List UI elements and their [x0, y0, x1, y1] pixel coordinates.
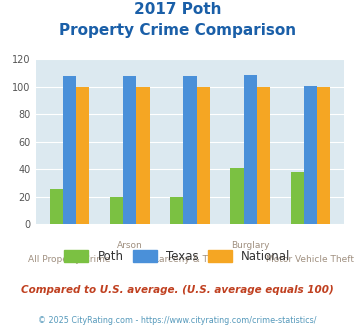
Bar — [110, 197, 123, 224]
Text: Property Crime Comparison: Property Crime Comparison — [59, 23, 296, 38]
Text: Larceny & Theft: Larceny & Theft — [154, 255, 226, 264]
Bar — [50, 189, 63, 224]
Text: Motor Vehicle Theft: Motor Vehicle Theft — [267, 255, 354, 264]
Text: All Property Crime: All Property Crime — [28, 255, 111, 264]
Bar — [63, 76, 76, 224]
Bar — [304, 85, 317, 224]
Text: © 2025 CityRating.com - https://www.cityrating.com/crime-statistics/: © 2025 CityRating.com - https://www.city… — [38, 316, 317, 325]
Legend: Poth, Texas, National: Poth, Texas, National — [60, 245, 295, 268]
Bar — [136, 87, 149, 224]
Text: Burglary: Burglary — [231, 241, 269, 250]
Bar — [230, 168, 244, 224]
Text: Compared to U.S. average. (U.S. average equals 100): Compared to U.S. average. (U.S. average … — [21, 285, 334, 295]
Bar — [317, 87, 330, 224]
Bar — [123, 76, 136, 224]
Bar — [76, 87, 89, 224]
Bar — [244, 75, 257, 224]
Bar — [183, 76, 197, 224]
Text: 2017 Poth: 2017 Poth — [134, 2, 221, 16]
Bar — [197, 87, 210, 224]
Bar — [290, 172, 304, 224]
Text: Arson: Arson — [117, 241, 143, 250]
Bar — [170, 197, 183, 224]
Bar — [257, 87, 270, 224]
